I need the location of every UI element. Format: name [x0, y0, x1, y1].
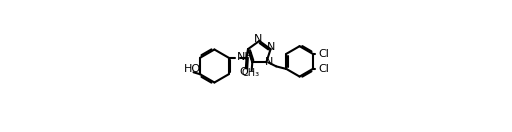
Text: Cl: Cl — [318, 64, 329, 74]
Text: N: N — [254, 34, 262, 44]
Text: N: N — [267, 42, 275, 52]
Text: N: N — [265, 57, 273, 67]
Text: O: O — [240, 67, 248, 77]
Text: HO: HO — [184, 64, 201, 74]
Text: NH: NH — [237, 52, 254, 62]
Text: CH₃: CH₃ — [242, 68, 260, 78]
Text: Cl: Cl — [318, 49, 329, 59]
